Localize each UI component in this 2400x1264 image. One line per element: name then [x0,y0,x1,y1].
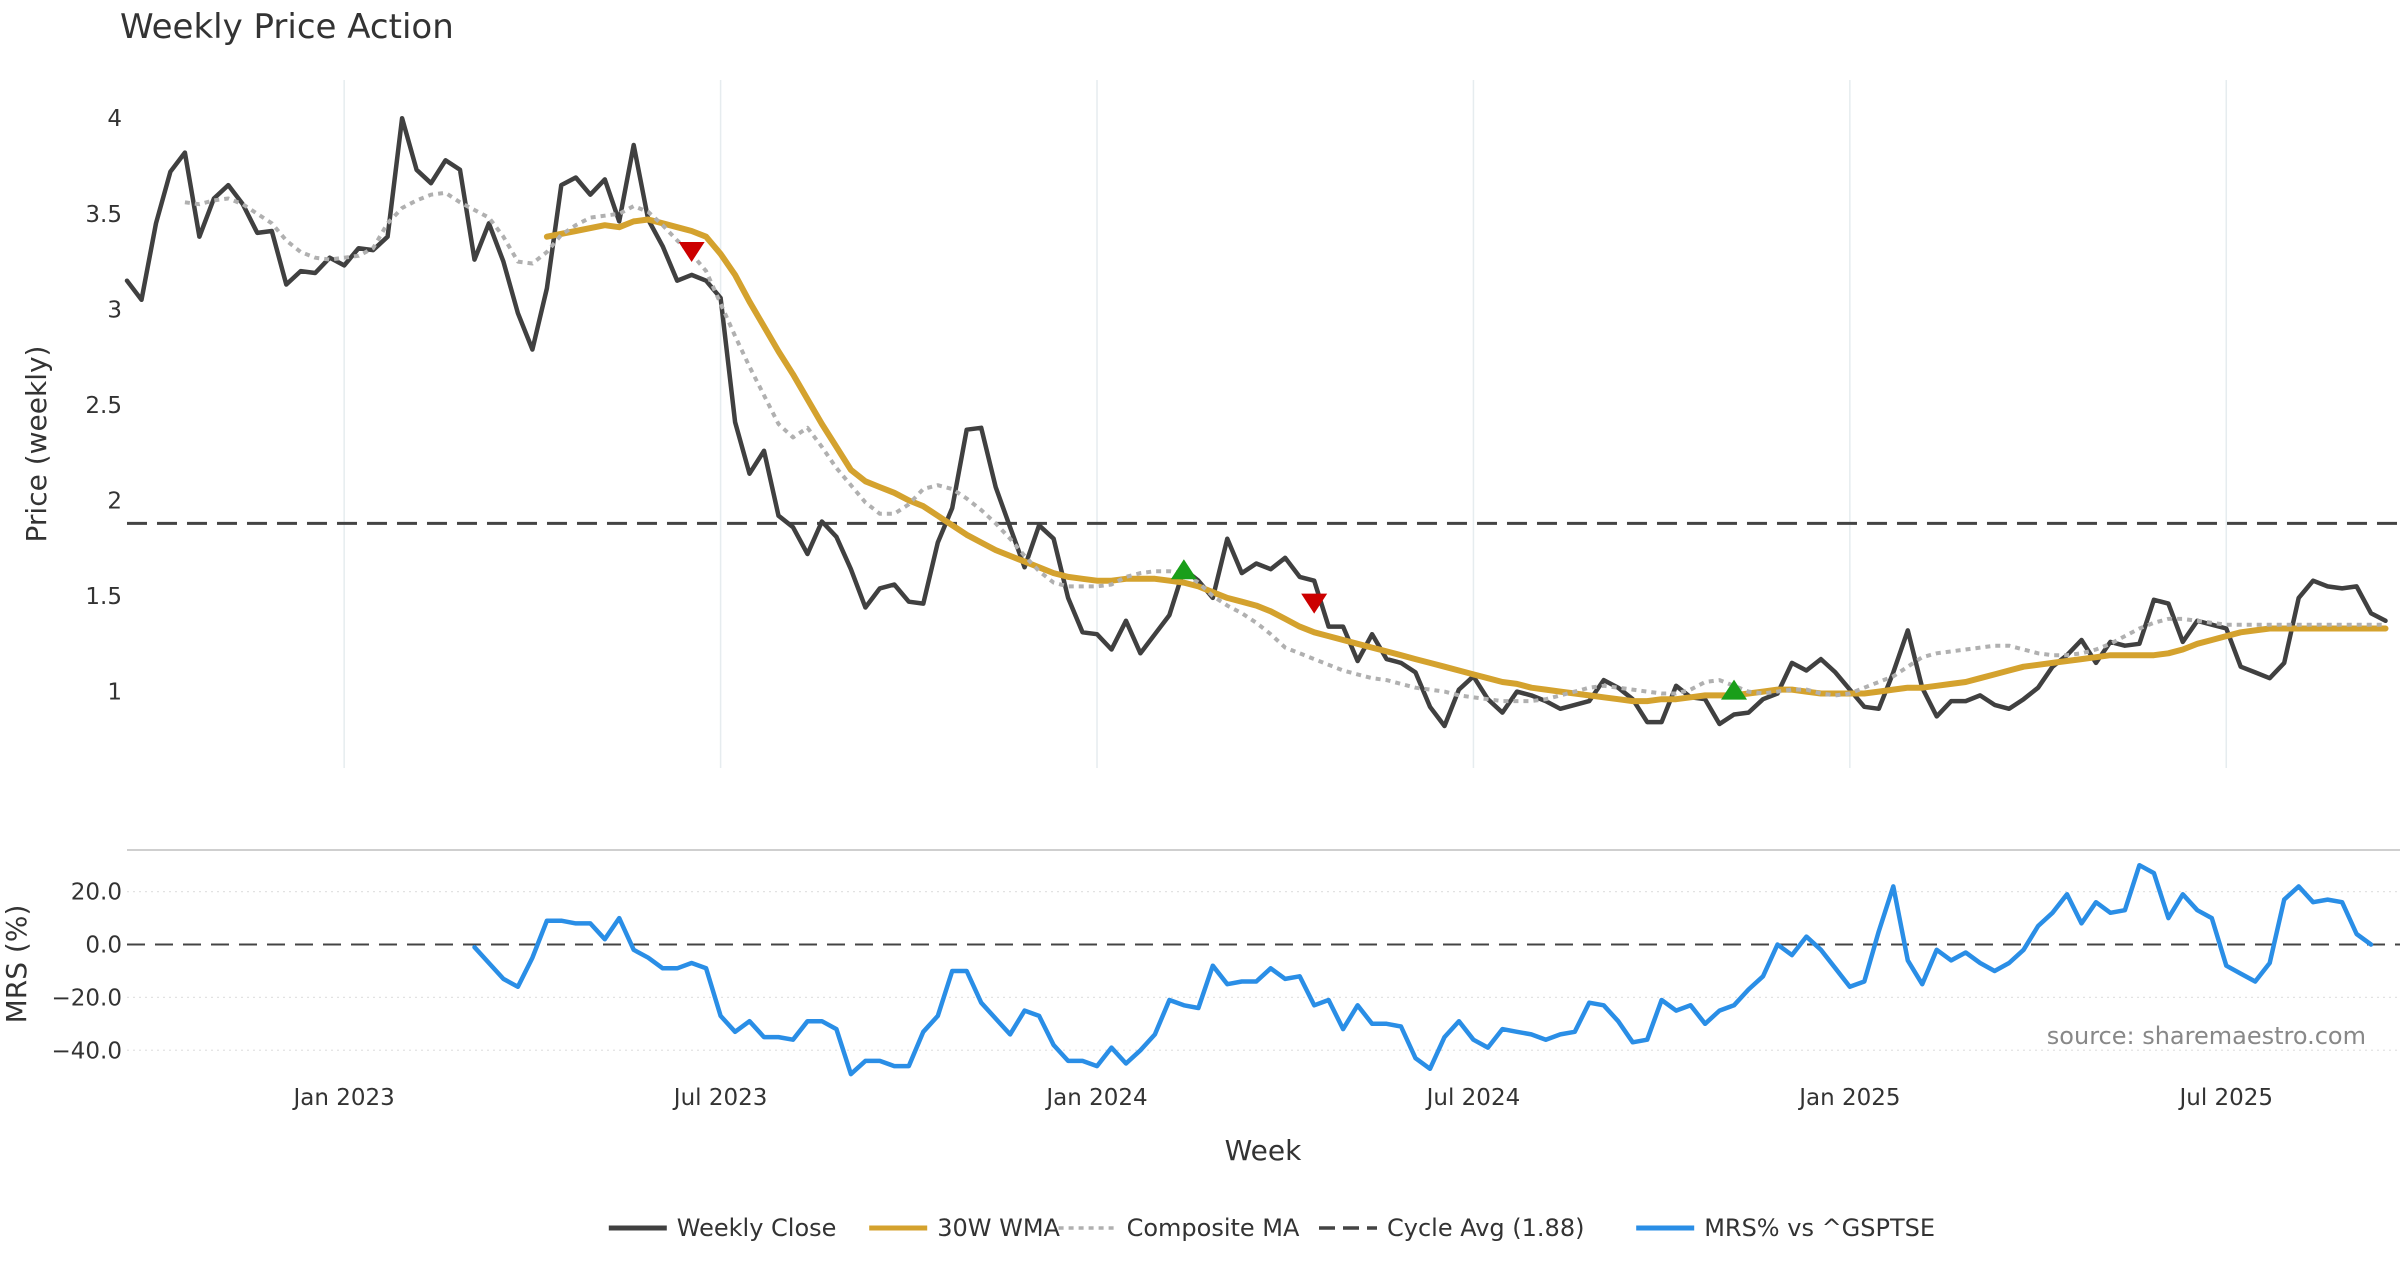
series-30w-wma [543,216,2389,705]
legend-label-cycle-avg-1-88: Cycle Avg (1.88) [1387,1214,1584,1242]
mrs-y-tick-2: −20.0 [52,985,122,1011]
x-tick-jul-2024: Jul 2024 [1425,1085,1521,1111]
x-tick-jan-2023: Jan 2023 [292,1085,395,1111]
legend-label-mrs-vs-gsptse: MRS% vs ^GSPTSE [1704,1214,1935,1242]
mrs-y-axis-label: MRS (%) [0,905,33,1024]
x-tick-jan-2025: Jan 2025 [1797,1085,1900,1111]
mrs-y-ticks: 20.0 0.0 −20.0 −40.0 [52,880,122,1065]
legend-label-30w-wma: 30W WMA [937,1214,1060,1242]
series-mrs-vs-gsptse [472,862,2374,1077]
buy-signal-marker-1 [1170,559,1197,580]
legend-label-composite-ma: Composite MA [1127,1214,1300,1242]
price-y-tick-3: 2.5 [85,393,122,419]
mrs-y-tick-1: 0.0 [85,933,122,959]
legend-label-weekly-close: Weekly Close [677,1214,837,1242]
price-y-tick-5: 3.5 [85,202,122,228]
x-ticks: Jan 2023 Jul 2023 Jan 2024 Jul 2024 Jan 2025… [292,1085,2274,1111]
x-axis-label: Week [1225,1134,1302,1167]
sell-signal-marker-0 [678,242,705,262]
source-annotation: source: sharemaestro.com [2047,1022,2366,1050]
mrs-series-group [472,862,2374,1077]
price-series-group [124,115,2389,729]
sell-signal-marker-2 [1301,593,1328,614]
mrs-y-tick-3: −40.0 [52,1038,122,1064]
legend: Weekly Close 30W WMA Composite MA Cycle Avg… [608,1214,1935,1242]
price-y-tick-6: 4 [107,106,122,132]
series-composite-ma [184,190,2386,704]
price-y-tick-4: 3 [107,297,122,323]
x-tick-jul-2023: Jul 2023 [672,1085,768,1111]
price-y-tick-1: 1.5 [85,584,122,610]
price-y-axis-label: Price (weekly) [20,346,53,543]
price-y-tick-2: 2 [107,488,122,514]
x-tick-jul-2025: Jul 2025 [2177,1085,2273,1111]
price-gridlines [343,80,2228,768]
price-y-ticks: 1 1.5 2 2.5 3 3.5 4 [85,106,122,705]
chart-title: Weekly Price Action [120,7,454,47]
mrs-y-tick-0: 20.0 [71,880,122,906]
x-tick-jan-2024: Jan 2024 [1044,1085,1147,1111]
mrs-gridlines [127,891,2400,1051]
series-weekly-close [124,115,2388,729]
price-y-tick-0: 1 [107,680,122,706]
signal-markers [678,242,1748,700]
buy-signal-marker-3 [1721,679,1748,700]
